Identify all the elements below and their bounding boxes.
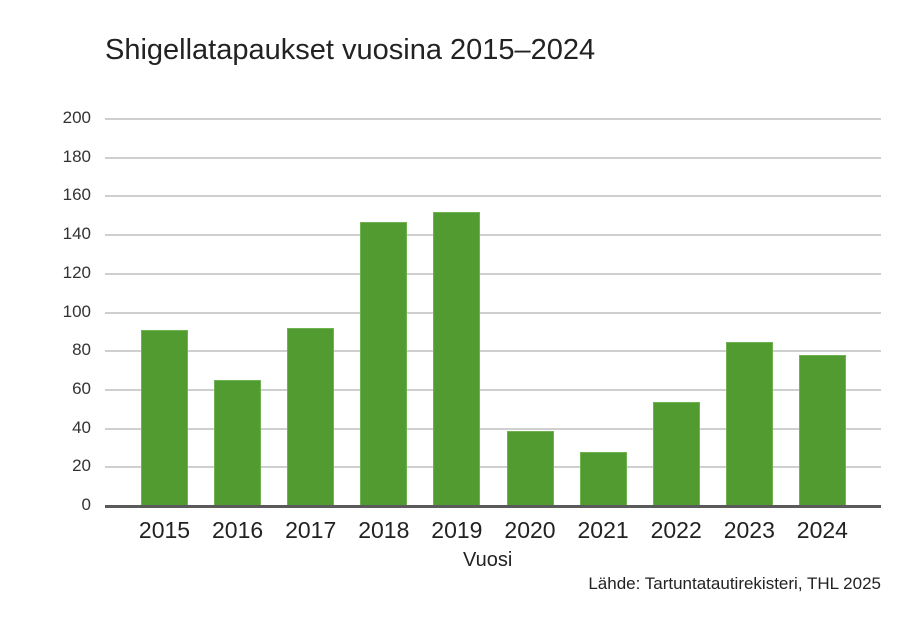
bar-2022 <box>652 401 700 506</box>
bar-2021 <box>579 451 627 506</box>
x-axis-label: Vuosi <box>463 549 513 571</box>
gridline <box>105 427 881 430</box>
y-tick-label: 200 <box>62 108 91 127</box>
gridline <box>105 195 881 198</box>
y-tick-label: 60 <box>72 378 91 398</box>
x-tick-label: 2016 <box>212 517 264 543</box>
bar-2015 <box>141 329 188 506</box>
plot-area <box>105 118 881 506</box>
y-tick-label: 0 <box>81 495 91 514</box>
x-tick-label: 2017 <box>285 517 337 543</box>
y-tick-label: 140 <box>62 224 91 244</box>
gridline <box>105 272 881 275</box>
x-tick-label: 2022 <box>650 517 702 543</box>
gridline <box>105 466 881 469</box>
gridline <box>105 388 881 391</box>
bar-2024 <box>798 355 846 506</box>
x-tick-label: 2015 <box>138 517 191 543</box>
source-note: Lähde: Tartuntatautirekisteri, THL 2025 <box>588 574 881 593</box>
y-tick-label: 20 <box>72 456 91 476</box>
gridline <box>105 350 881 353</box>
gridline <box>105 234 881 237</box>
x-tick-label: 2019 <box>431 517 483 543</box>
bar-2020 <box>506 430 554 506</box>
y-tick-label: 160 <box>62 185 91 205</box>
bar-2023 <box>725 341 773 506</box>
gridline <box>105 311 881 314</box>
x-tick-label: 2024 <box>796 517 848 543</box>
x-tick-label: 2021 <box>577 517 629 543</box>
bar-2016 <box>214 380 262 506</box>
chart-title: Shigellatapaukset vuosina 2015–2024 <box>105 34 596 66</box>
x-tick-label: 2018 <box>358 517 410 543</box>
bar-2018 <box>360 221 408 506</box>
y-tick-label: 40 <box>72 417 91 437</box>
bar-2017 <box>287 327 335 506</box>
y-tick-label: 100 <box>62 301 91 321</box>
gridline <box>105 156 881 159</box>
y-tick-label: 120 <box>62 262 91 282</box>
bar-2019 <box>433 211 481 506</box>
x-tick-label: 2023 <box>723 517 775 543</box>
gridline <box>105 118 881 120</box>
x-tick-label: 2020 <box>504 517 556 543</box>
y-tick-label: 180 <box>62 146 91 166</box>
y-tick-label: 80 <box>72 340 91 360</box>
x-axis-line <box>105 505 881 508</box>
